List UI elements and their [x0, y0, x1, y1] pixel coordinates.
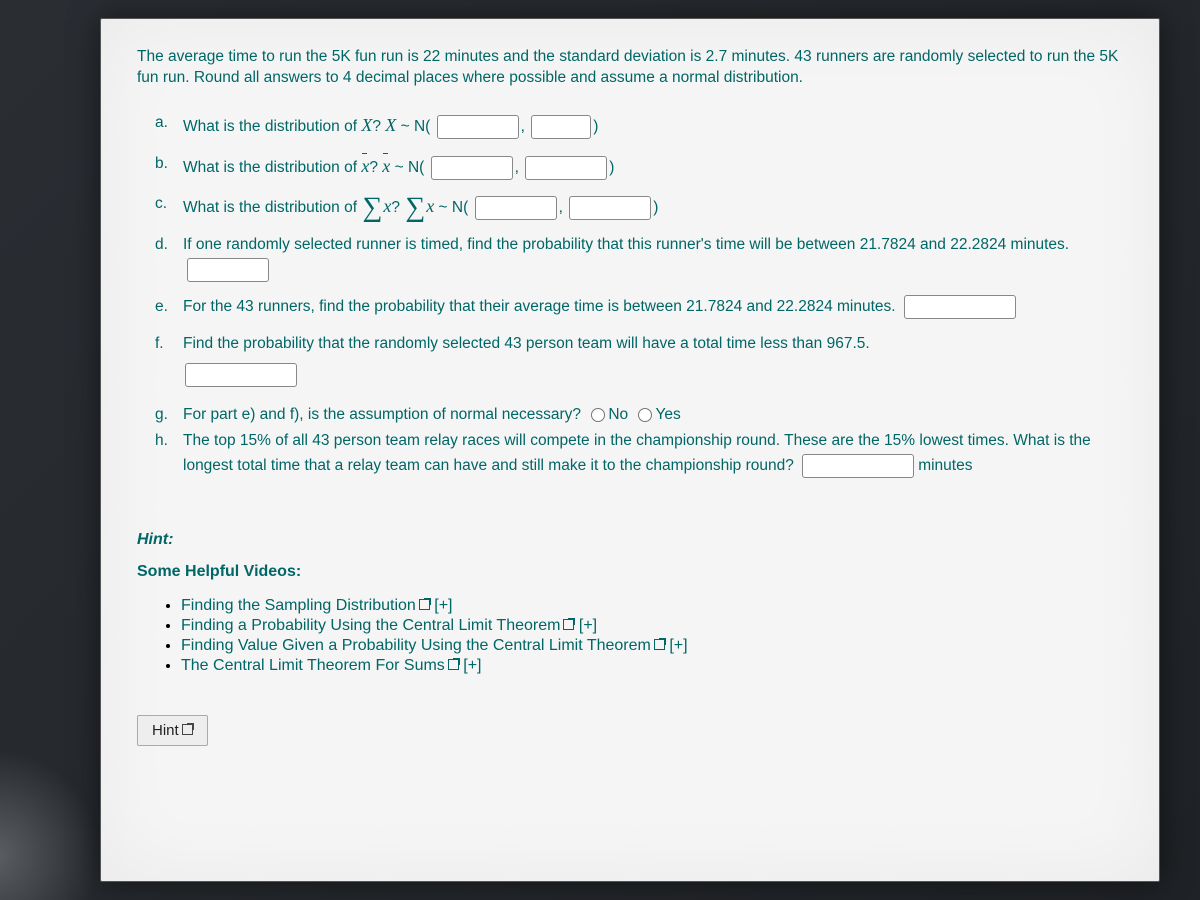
input-c-sigma[interactable]: [569, 196, 651, 220]
input-a-mu[interactable]: [437, 115, 519, 139]
marker-f: f.: [155, 332, 164, 357]
marker-c: c.: [155, 192, 167, 217]
marker-b: b.: [155, 152, 168, 177]
video-link-1[interactable]: Finding the Sampling Distribution: [181, 597, 416, 614]
qd-text: If one randomly selected runner is timed…: [183, 236, 1069, 253]
label-no: No: [608, 406, 628, 423]
question-card: The average time to run the 5K fun run i…: [100, 18, 1160, 882]
expand-1[interactable]: [+]: [434, 597, 452, 614]
radio-no[interactable]: [591, 408, 605, 422]
qe-text: For the 43 runners, find the probability…: [183, 298, 896, 315]
qa-pre: What is the distribution of: [183, 118, 361, 135]
qc-mid: ?: [391, 199, 404, 216]
video-link-4[interactable]: The Central Limit Theorem For Sums: [181, 657, 445, 674]
input-e[interactable]: [904, 295, 1016, 319]
question-e: e. For the 43 runners, find the probabil…: [183, 295, 1123, 320]
input-b-sigma[interactable]: [525, 156, 607, 180]
external-link-icon: [419, 599, 430, 610]
qc-pre: What is the distribution of: [183, 199, 361, 216]
videos-list: Finding the Sampling Distribution [+] Fi…: [137, 597, 1123, 675]
var-xbar-2: x: [382, 152, 390, 181]
video-item-1: Finding the Sampling Distribution [+]: [181, 597, 1123, 615]
qa-sep: ,: [521, 118, 525, 135]
qg-text: For part e) and f), is the assumption of…: [183, 406, 581, 423]
external-link-icon: [563, 619, 574, 630]
qb-mid: ?: [369, 159, 382, 176]
question-h: h. The top 15% of all 43 person team rel…: [183, 429, 1123, 479]
expand-4[interactable]: [+]: [463, 657, 481, 674]
qb-pre: What is the distribution of: [183, 159, 361, 176]
qf-text: Find the probability that the randomly s…: [183, 335, 870, 352]
qc-sep: ,: [559, 199, 563, 216]
video-item-4: The Central Limit Theorem For Sums [+]: [181, 657, 1123, 675]
marker-e: e.: [155, 295, 168, 320]
external-link-icon: [654, 639, 665, 650]
qa-tail: ~ N(: [396, 118, 430, 135]
video-item-3: Finding Value Given a Probability Using …: [181, 637, 1123, 655]
videos-title: Some Helpful Videos:: [137, 563, 1123, 581]
qb-close: ): [609, 159, 614, 176]
sigma-icon-2: ∑: [405, 197, 425, 219]
video-link-3[interactable]: Finding Value Given a Probability Using …: [181, 637, 651, 654]
expand-3[interactable]: [+]: [669, 637, 687, 654]
video-link-2[interactable]: Finding a Probability Using the Central …: [181, 617, 560, 634]
qb-tail: ~ N(: [390, 159, 424, 176]
hint-button-label: Hint: [152, 722, 179, 739]
input-h[interactable]: [802, 454, 914, 478]
var-xbar: x: [361, 152, 369, 181]
hint-section: Hint: Some Helpful Videos: Finding the S…: [137, 531, 1123, 746]
input-c-mu[interactable]: [475, 196, 557, 220]
input-f[interactable]: [185, 363, 297, 387]
qa-close: ): [593, 118, 598, 135]
marker-h: h.: [155, 429, 168, 454]
input-a-sigma[interactable]: [531, 115, 591, 139]
radio-yes[interactable]: [638, 408, 652, 422]
qb-sep: ,: [515, 159, 519, 176]
var-X: X: [361, 115, 372, 135]
external-link-icon: [182, 724, 193, 735]
external-link-icon: [448, 659, 459, 670]
question-list: a. What is the distribution of X? X ~ N(…: [137, 111, 1123, 479]
marker-d: d.: [155, 233, 168, 258]
question-b: b. What is the distribution of x? x ~ N(…: [183, 152, 1123, 181]
sigma-icon: ∑: [362, 197, 382, 219]
question-d: d. If one randomly selected runner is ti…: [183, 233, 1123, 283]
qc-close: ): [653, 199, 658, 216]
question-f: f. Find the probability that the randoml…: [183, 332, 1123, 387]
question-c: c. What is the distribution of ∑x? ∑x ~ …: [183, 192, 1123, 221]
expand-2[interactable]: [+]: [579, 617, 597, 634]
input-b-mu[interactable]: [431, 156, 513, 180]
qc-tail: ~ N(: [434, 199, 468, 216]
var-X-2: X: [385, 115, 396, 135]
question-intro: The average time to run the 5K fun run i…: [137, 47, 1123, 89]
marker-a: a.: [155, 111, 168, 136]
qh-unit: minutes: [918, 457, 972, 474]
video-item-2: Finding a Probability Using the Central …: [181, 617, 1123, 635]
marker-g: g.: [155, 403, 168, 428]
hint-title: Hint:: [137, 531, 1123, 549]
input-d[interactable]: [187, 258, 269, 282]
label-yes: Yes: [655, 406, 680, 423]
question-a: a. What is the distribution of X? X ~ N(…: [183, 111, 1123, 140]
qa-mid: ?: [372, 118, 385, 135]
hint-button[interactable]: Hint: [137, 715, 208, 746]
question-g: g. For part e) and f), is the assumption…: [183, 403, 1123, 428]
